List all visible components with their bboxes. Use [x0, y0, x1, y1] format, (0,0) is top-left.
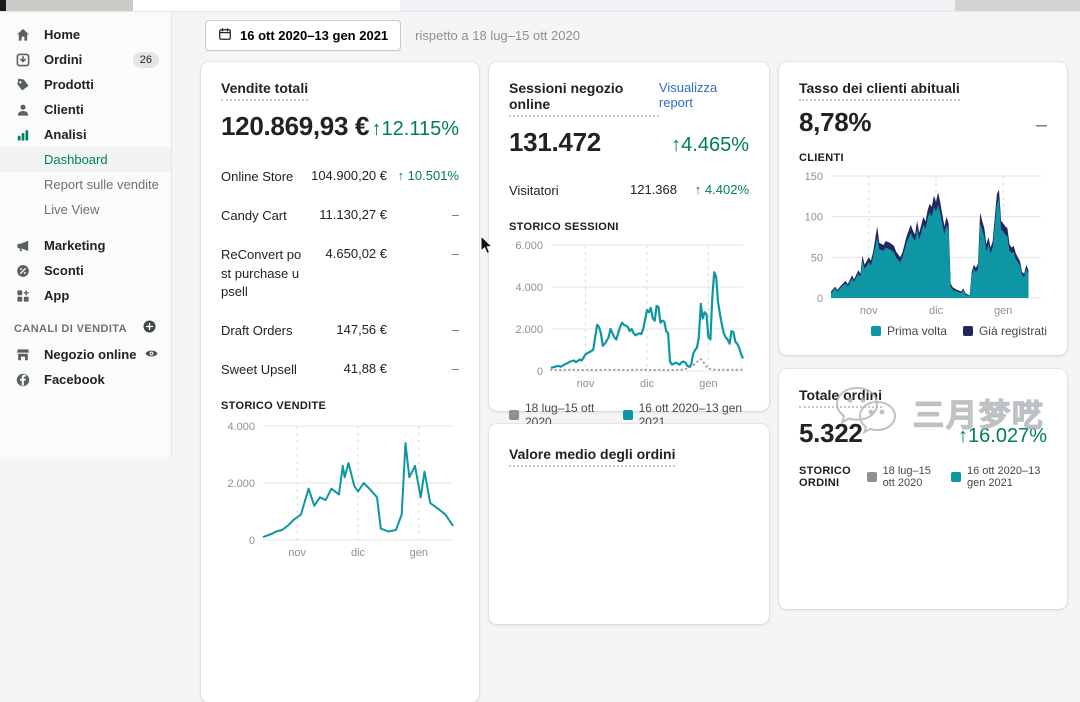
svg-text:0: 0	[537, 366, 543, 378]
storico-ordini-header: STORICO ORDINI	[799, 465, 867, 489]
visualizza-report-link[interactable]: Visualizza report	[659, 80, 749, 110]
totale-ordini-value: 5.322	[799, 418, 863, 449]
legend-swatch	[867, 472, 877, 482]
sales-channels-header: CANALI DI VENDITA	[0, 316, 171, 342]
svg-text:nov: nov	[577, 378, 595, 390]
sidebar-item-report-vendite[interactable]: Report sulle vendite	[0, 172, 171, 197]
svg-text:0: 0	[249, 535, 255, 547]
clienti-title[interactable]: Tasso dei clienti abituali	[799, 80, 960, 101]
metric-row: Candy Cart 11.130,27 € –	[221, 207, 459, 226]
svg-text:gen: gen	[410, 547, 428, 559]
facebook-icon	[14, 371, 31, 388]
sidebar-item-ordini[interactable]: Ordini 26	[0, 47, 171, 72]
svg-text:nov: nov	[288, 547, 306, 559]
svg-text:150: 150	[805, 171, 823, 183]
metric-row: Sweet Upsell 41,88 € –	[221, 361, 459, 380]
svg-text:4.000: 4.000	[515, 282, 543, 294]
metric-row: Visitatori 121.368 ↑ 4.402%	[509, 182, 749, 201]
clienti-legend: Prima volta Già registrati	[799, 324, 1047, 338]
totale-ordini-delta: ↑16.027%	[958, 425, 1047, 448]
metric-row: ReConvert post purchase upsell 4.650,02 …	[221, 246, 459, 303]
apps-icon	[14, 287, 31, 304]
svg-text:4.000: 4.000	[227, 421, 255, 433]
dashboard-main: 16 ott 2020–13 gen 2021 rispetto a 18 lu…	[173, 12, 1080, 457]
eye-icon[interactable]	[144, 346, 159, 364]
svg-text:nov: nov	[860, 305, 878, 317]
discounts-icon	[14, 262, 31, 279]
svg-text:6.000: 6.000	[515, 240, 543, 252]
metric-row: Draft Orders 147,56 € –	[221, 322, 459, 341]
svg-text:gen: gen	[699, 378, 717, 390]
sessioni-title[interactable]: Sessioni negozio online	[509, 80, 659, 117]
card-clienti-abituali: Tasso dei clienti abituali 8,78% – CLIEN…	[779, 62, 1067, 355]
svg-text:2.000: 2.000	[515, 324, 543, 336]
sessioni-delta: ↑4.465%	[671, 134, 749, 157]
orders-icon	[14, 51, 31, 68]
svg-text:2.000: 2.000	[227, 478, 255, 490]
legend-swatch	[623, 410, 633, 420]
add-channel-icon[interactable]	[142, 319, 157, 339]
home-icon	[14, 26, 31, 43]
totale-ordini-title[interactable]: Totale ordini	[799, 387, 882, 408]
sidebar-item-analisi[interactable]: Analisi	[0, 122, 171, 147]
svg-text:100: 100	[805, 212, 823, 224]
sidebar-item-facebook[interactable]: Facebook	[0, 367, 171, 392]
card-valore-medio: Valore medio degli ordini	[489, 424, 769, 624]
storico-sessioni-header: STORICO SESSIONI	[509, 221, 749, 233]
clienti-chart: 0 50 100 150 nov dic gen	[799, 170, 1047, 318]
products-icon	[14, 76, 31, 93]
clienti-value: 8,78%	[799, 107, 871, 138]
marketing-icon	[14, 237, 31, 254]
store-icon	[14, 346, 31, 363]
sidebar-item-dashboard[interactable]: Dashboard	[0, 147, 171, 172]
svg-text:0: 0	[817, 293, 823, 305]
browser-strip	[0, 0, 1080, 12]
compare-range-label: rispetto a 18 lug–15 ott 2020	[415, 28, 580, 43]
vendite-delta: ↑12.115%	[372, 118, 459, 141]
clienti-chart-header: CLIENTI	[799, 152, 1047, 164]
clienti-delta: –	[1036, 114, 1047, 137]
svg-text:dic: dic	[351, 547, 366, 559]
sidebar-item-home[interactable]: Home	[0, 22, 171, 47]
svg-text:gen: gen	[994, 305, 1012, 317]
legend-swatch	[951, 472, 961, 482]
sidebar-item-clienti[interactable]: Clienti	[0, 97, 171, 122]
svg-text:dic: dic	[640, 378, 655, 390]
sidebar-item-marketing[interactable]: Marketing	[0, 233, 171, 258]
card-sessioni: Sessioni negozio online Visualizza repor…	[489, 62, 769, 411]
legend-swatch	[509, 410, 519, 420]
storico-vendite-chart: 0 2.000 4.000 nov dic gen	[221, 420, 459, 560]
calendar-icon	[218, 27, 232, 44]
customers-icon	[14, 101, 31, 118]
legend-swatch	[871, 326, 881, 336]
sidebar-item-live-view[interactable]: Live View	[0, 197, 171, 222]
vendite-title[interactable]: Vendite totali	[221, 80, 308, 101]
sidebar-item-negozio-online[interactable]: Negozio online	[0, 342, 171, 367]
sidebar-item-prodotti[interactable]: Prodotti	[0, 72, 171, 97]
svg-text:50: 50	[811, 252, 823, 264]
card-totale-ordini: Totale ordini 5.322 ↑16.027% STORICO ORD…	[779, 369, 1067, 609]
ordini-legend: 18 lug–15 ott 2020 16 ott 2020–13 gen 20…	[867, 465, 1047, 489]
orders-count-badge: 26	[133, 52, 159, 68]
sessioni-value: 131.472	[509, 127, 601, 158]
svg-text:dic: dic	[929, 305, 944, 317]
storico-vendite-header: STORICO VENDITE	[221, 400, 459, 412]
sidebar-item-sconti[interactable]: Sconti	[0, 258, 171, 283]
legend-swatch	[963, 326, 973, 336]
analytics-icon	[14, 126, 31, 143]
date-range-button[interactable]: 16 ott 2020–13 gen 2021	[205, 20, 401, 51]
vendite-value: 120.869,93 €	[221, 111, 369, 142]
card-vendite-totali: Vendite totali 120.869,93 € ↑12.115% Onl…	[201, 62, 479, 702]
storico-sessioni-chart: 0 2.000 4.000 6.000 nov dic gen	[509, 239, 749, 391]
metric-row: Online Store 104.900,20 € ↑ 10.501%	[221, 168, 459, 187]
sidebar-item-app[interactable]: App	[0, 283, 171, 308]
sidebar: Home Ordini 26 Prodotti Clienti Analisi …	[0, 12, 172, 457]
